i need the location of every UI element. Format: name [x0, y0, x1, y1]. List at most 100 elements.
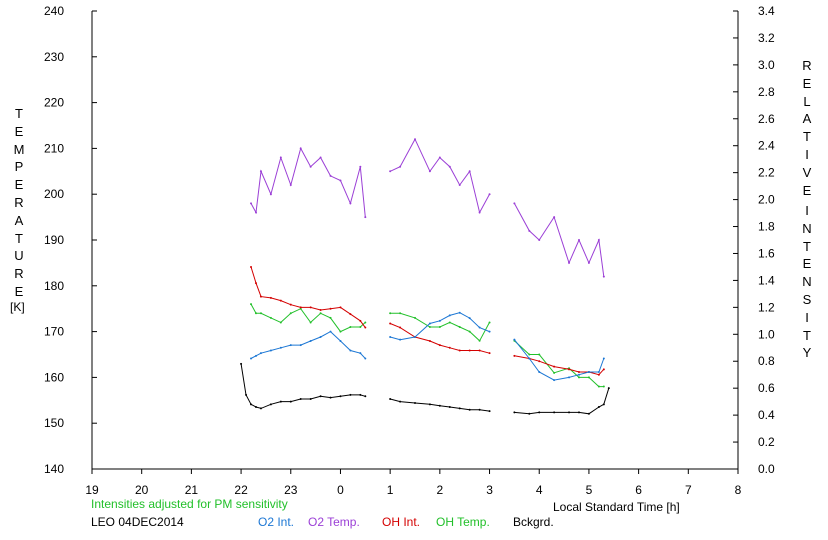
right-tick-label: 1.8 [758, 220, 775, 234]
data-point [448, 165, 451, 168]
data-point [513, 202, 516, 205]
data-point [250, 202, 253, 205]
data-point [602, 368, 605, 371]
data-point [448, 321, 451, 324]
data-point [428, 170, 431, 173]
data-point [553, 379, 556, 382]
x-tick-label: 7 [685, 483, 692, 497]
data-point [597, 371, 600, 374]
axis-title-letter: U [14, 248, 24, 264]
data-point [553, 216, 556, 219]
data-point [458, 349, 461, 352]
left-tick-label: 210 [44, 141, 64, 155]
data-point [389, 335, 392, 338]
left-tick-label: 220 [44, 96, 64, 110]
x-tick-label: 23 [284, 483, 298, 497]
data-point [309, 340, 312, 343]
axis-title-letter: T [803, 327, 811, 343]
data-point [299, 397, 302, 400]
data-point [259, 407, 262, 410]
data-point [577, 411, 580, 414]
data-point [329, 174, 332, 177]
data-point [319, 312, 322, 315]
axis-title-letter: E [14, 284, 24, 299]
data-point [538, 239, 541, 241]
data-point [389, 170, 392, 173]
left-tick-label: 190 [44, 233, 64, 247]
data-point [468, 408, 471, 411]
axis-title-letter: P [14, 159, 24, 175]
x-tick-label: 8 [735, 483, 742, 497]
data-point [399, 326, 402, 329]
data-point [289, 400, 292, 403]
data-point [513, 354, 516, 357]
data-point [309, 165, 312, 168]
right-tick-label: 1.0 [758, 327, 775, 341]
data-point [458, 326, 461, 329]
data-point [468, 330, 471, 333]
series-o2-temp [250, 138, 605, 277]
data-point [349, 349, 352, 352]
data-point [309, 397, 312, 400]
data-point [587, 261, 590, 264]
legend-o2-int: O2 Int. [258, 515, 295, 529]
data-point [438, 404, 441, 407]
x-tick-label: 5 [586, 483, 593, 497]
station-date: LEO 04DEC2014 [91, 515, 184, 529]
data-point [478, 326, 481, 329]
data-point [602, 403, 605, 406]
x-tick-label: 2 [437, 483, 444, 497]
data-point [458, 311, 461, 314]
data-point [478, 211, 481, 214]
data-point [359, 352, 362, 355]
data-point [329, 396, 332, 399]
data-point [438, 319, 441, 322]
x-tick-label: 20 [135, 483, 149, 497]
data-point [568, 368, 571, 371]
data-point [414, 316, 416, 319]
data-point [339, 330, 342, 333]
axis-title-letter: E [802, 75, 812, 91]
data-point [389, 397, 392, 400]
left-tick-label: 230 [44, 50, 64, 64]
axis-title-letter: M [13, 141, 25, 157]
axis-title-letter: E [802, 182, 812, 198]
data-point [240, 362, 243, 365]
axis-title-letter: T [15, 230, 23, 246]
data-point [254, 312, 257, 315]
data-point [428, 403, 431, 406]
x-tick-label: 22 [234, 483, 248, 497]
series-layer [240, 138, 610, 415]
data-point [568, 411, 571, 414]
data-point [414, 138, 416, 141]
x-tick-label: 1 [387, 483, 394, 497]
data-point [478, 408, 481, 411]
data-point [602, 275, 605, 278]
legend-oh-int: OH Int. [382, 515, 421, 529]
axis-title-letter: I [805, 203, 809, 218]
data-point [279, 321, 282, 324]
data-point [389, 322, 392, 325]
data-point [428, 326, 431, 329]
axis-title-letter: T [803, 129, 811, 145]
data-point [528, 229, 531, 232]
left-tick-label: 200 [44, 187, 64, 201]
data-point [299, 147, 302, 150]
data-point [597, 373, 600, 376]
right-tick-label: 0.2 [758, 435, 775, 449]
data-point [364, 321, 367, 324]
data-point [438, 156, 441, 159]
x-axis-title: Local Standard Time [h] [553, 500, 680, 514]
right-tick-label: 0.4 [758, 408, 775, 422]
data-point [513, 338, 516, 341]
axis-title-letter: I [805, 147, 809, 162]
data-point [577, 376, 580, 379]
data-point [568, 261, 571, 264]
data-point [399, 165, 402, 168]
data-point [553, 371, 556, 374]
data-point [349, 393, 352, 396]
data-point [279, 299, 282, 302]
data-point [538, 371, 541, 374]
axis-title-letter: T [803, 238, 811, 254]
